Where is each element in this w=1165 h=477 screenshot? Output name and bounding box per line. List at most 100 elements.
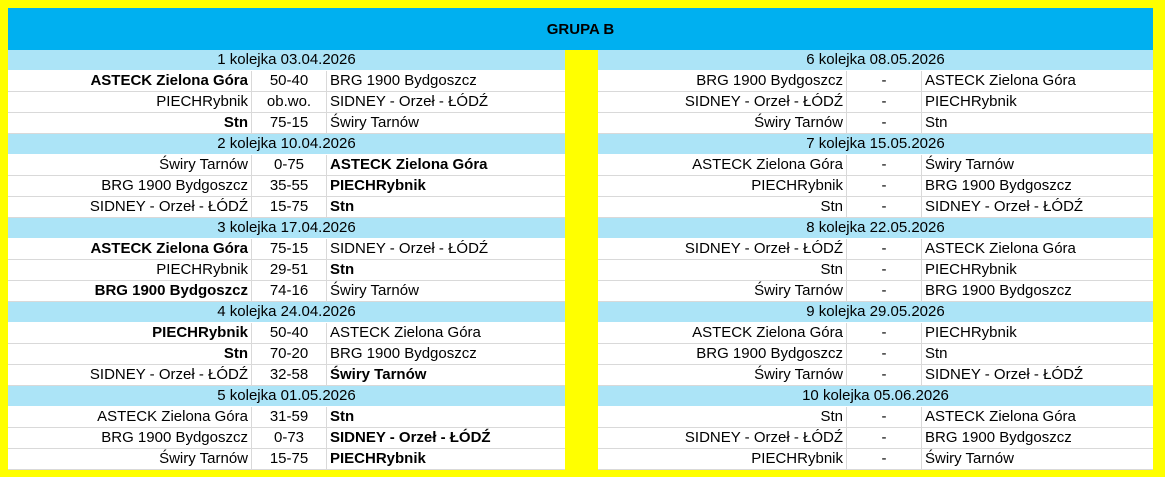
home-team: PIECHRybnik — [598, 176, 847, 196]
away-team: PIECHRybnik — [330, 177, 426, 194]
round-header: 5 kolejka 01.05.2026 — [8, 386, 565, 407]
home-team: SIDNEY - Orzeł - ŁÓDŹ — [8, 365, 252, 385]
away-team: ASTECK Zielona Góra — [330, 156, 488, 173]
away-team: Świry Tarnów — [330, 366, 427, 383]
match-score: - — [847, 239, 922, 259]
match-score: - — [847, 407, 922, 427]
away-team: Stn — [925, 114, 948, 131]
home-team: Świry Tarnów — [598, 365, 847, 385]
home-team: PIECHRybnik — [598, 449, 847, 469]
match-row: Świry Tarnów - BRG 1900 Bydgoszcz — [598, 281, 1153, 302]
match-row: SIDNEY - Orzeł - ŁÓDŹ - ASTECK Zielona Gór… — [598, 239, 1153, 260]
round-header: 1 kolejka 03.04.2026 — [8, 50, 565, 71]
home-team: SIDNEY - Orzeł - ŁÓDŹ — [598, 92, 847, 112]
match-row: Stn - ASTECK Zielona Góra — [598, 407, 1153, 428]
home-team: Świry Tarnów — [598, 281, 847, 301]
match-row: SIDNEY - Orzeł - ŁÓDŹ - BRG 1900 Bydgoszcz — [598, 428, 1153, 449]
away-team: BRG 1900 Bydgoszcz — [330, 345, 477, 362]
away-team: PIECHRybnik — [330, 450, 426, 467]
match-score: 15-75 — [252, 197, 327, 217]
home-team: Stn — [598, 260, 847, 280]
match-score: - — [847, 197, 922, 217]
away-team: SIDNEY - Orzeł - ŁÓDŹ — [330, 429, 491, 446]
away-team: Świry Tarnów — [330, 282, 419, 299]
match-score: 75-15 — [252, 113, 327, 133]
match-score: - — [847, 176, 922, 196]
match-row: PIECHRybnik 29-51 Stn — [8, 260, 565, 281]
match-score: 0-75 — [252, 155, 327, 175]
match-score: - — [847, 155, 922, 175]
match-score: 29-51 — [252, 260, 327, 280]
match-score: 50-40 — [252, 323, 327, 343]
match-row: Świry Tarnów 0-75 ASTECK Zielona Góra — [8, 155, 565, 176]
away-team: Świry Tarnów — [925, 156, 1014, 173]
match-row: PIECHRybnik - BRG 1900 Bydgoszcz — [598, 176, 1153, 197]
round-header: 6 kolejka 08.05.2026 — [598, 50, 1153, 71]
match-score: 75-15 — [252, 239, 327, 259]
home-team: ASTECK Zielona Góra — [598, 155, 847, 175]
away-team: PIECHRybnik — [925, 324, 1017, 341]
match-row: BRG 1900 Bydgoszcz - Stn — [598, 344, 1153, 365]
round-header: 3 kolejka 17.04.2026 — [8, 218, 565, 239]
home-team: BRG 1900 Bydgoszcz — [8, 428, 252, 448]
home-team: ASTECK Zielona Góra — [8, 239, 252, 259]
home-team: BRG 1900 Bydgoszcz — [598, 71, 847, 91]
match-score: ob.wo. — [252, 92, 327, 112]
match-score: 15-75 — [252, 449, 327, 469]
match-row: Stn - PIECHRybnik — [598, 260, 1153, 281]
away-team: BRG 1900 Bydgoszcz — [925, 177, 1072, 194]
away-team: SIDNEY - Orzeł - ŁÓDŹ — [330, 240, 489, 257]
schedule-sheet: GRUPA B 1 kolejka 03.04.2026 ASTECK Zielo… — [8, 8, 1153, 471]
match-row: Świry Tarnów - SIDNEY - Orzeł - ŁÓDŹ — [598, 365, 1153, 386]
match-score: - — [847, 71, 922, 91]
home-team: Stn — [8, 344, 252, 364]
round-header: 9 kolejka 29.05.2026 — [598, 302, 1153, 323]
match-score: - — [847, 449, 922, 469]
match-row: PIECHRybnik - Świry Tarnów — [598, 449, 1153, 470]
match-score: 35-55 — [252, 176, 327, 196]
match-score: - — [847, 260, 922, 280]
match-row: ASTECK Zielona Góra - Świry Tarnów — [598, 155, 1153, 176]
match-row: ASTECK Zielona Góra 50-40 BRG 1900 Bydgosz… — [8, 71, 565, 92]
match-row: Stn 75-15 Świry Tarnów — [8, 113, 565, 134]
away-team: Świry Tarnów — [925, 450, 1014, 467]
match-row: Stn - SIDNEY - Orzeł - ŁÓDŹ — [598, 197, 1153, 218]
away-team: ASTECK Zielona Góra — [925, 72, 1076, 89]
match-row: BRG 1900 Bydgoszcz 35-55 PIECHRybnik — [8, 176, 565, 197]
match-row: SIDNEY - Orzeł - ŁÓDŹ - PIECHRybnik — [598, 92, 1153, 113]
match-score: - — [847, 428, 922, 448]
home-team: SIDNEY - Orzeł - ŁÓDŹ — [8, 197, 252, 217]
home-team: PIECHRybnik — [8, 260, 252, 280]
away-team: Stn — [330, 198, 355, 215]
home-team: SIDNEY - Orzeł - ŁÓDŹ — [598, 428, 847, 448]
round-header: 10 kolejka 05.06.2026 — [598, 386, 1153, 407]
match-row: ASTECK Zielona Góra 31-59 Stn — [8, 407, 565, 428]
home-team: Stn — [598, 407, 847, 427]
home-team: Świry Tarnów — [598, 113, 847, 133]
home-team: PIECHRybnik — [8, 92, 252, 112]
match-score: 50-40 — [252, 71, 327, 91]
away-team: ASTECK Zielona Góra — [330, 324, 481, 341]
away-team: SIDNEY - Orzeł - ŁÓDŹ — [330, 93, 489, 110]
away-team: ASTECK Zielona Góra — [925, 408, 1076, 425]
match-score: - — [847, 113, 922, 133]
match-score: 31-59 — [252, 407, 327, 427]
rounds-column-left: 1 kolejka 03.04.2026 ASTECK Zielona Góra 5… — [8, 50, 565, 470]
match-row: ASTECK Zielona Góra - PIECHRybnik — [598, 323, 1153, 344]
home-team: ASTECK Zielona Góra — [8, 407, 252, 427]
home-team: PIECHRybnik — [8, 323, 252, 343]
away-team: BRG 1900 Bydgoszcz — [925, 282, 1072, 299]
away-team: PIECHRybnik — [925, 261, 1017, 278]
round-header: 7 kolejka 15.05.2026 — [598, 134, 1153, 155]
match-row: PIECHRybnik 50-40 ASTECK Zielona Góra — [8, 323, 565, 344]
home-team: Świry Tarnów — [8, 155, 252, 175]
match-row: Świry Tarnów 15-75 PIECHRybnik — [8, 449, 565, 470]
match-row: ASTECK Zielona Góra 75-15 SIDNEY - Orzeł -… — [8, 239, 565, 260]
home-team: BRG 1900 Bydgoszcz — [598, 344, 847, 364]
away-team: Świry Tarnów — [330, 114, 419, 131]
home-team: Świry Tarnów — [8, 449, 252, 469]
rounds-column-right: 6 kolejka 08.05.2026 BRG 1900 Bydgoszcz - A… — [598, 50, 1153, 470]
round-header: 2 kolejka 10.04.2026 — [8, 134, 565, 155]
home-team: SIDNEY - Orzeł - ŁÓDŹ — [598, 239, 847, 259]
home-team: BRG 1900 Bydgoszcz — [8, 281, 252, 301]
